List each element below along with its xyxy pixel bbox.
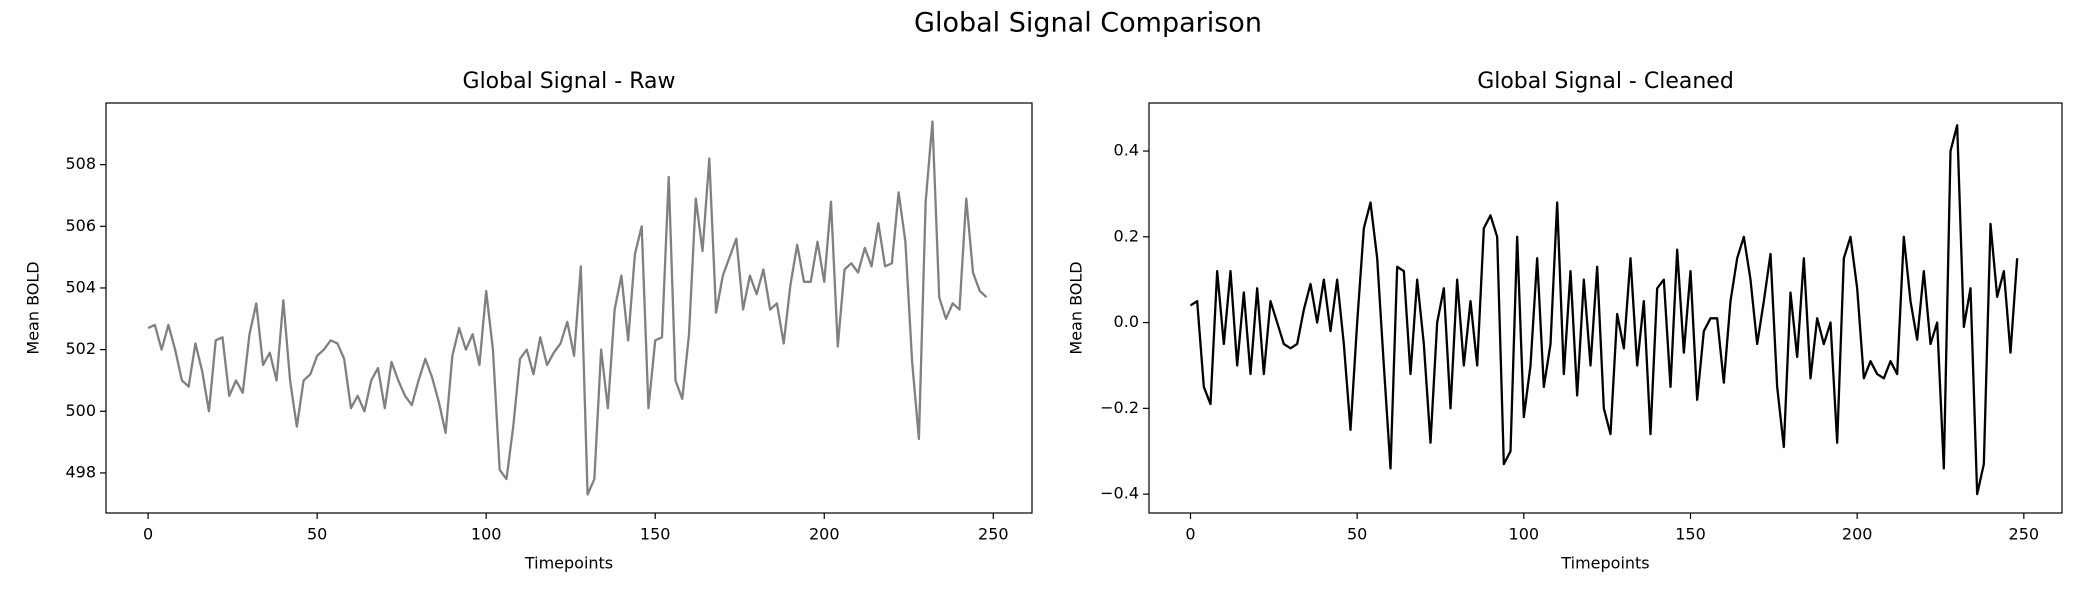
x-tick-label: 250 (2009, 525, 2040, 544)
subplot-title: Global Signal - Raw (463, 69, 676, 94)
signal-line (1189, 124, 2019, 496)
signal-line (147, 120, 988, 496)
y-tick-label: 508 (65, 154, 96, 173)
y-axis-label: Mean BOLD (24, 261, 43, 354)
axes-frame (105, 102, 1033, 514)
x-tick-label: 200 (1842, 525, 1873, 544)
y-tick-label: 0.0 (1114, 312, 1139, 331)
axes-frame (1148, 102, 2063, 514)
y-tick-label: 506 (65, 216, 96, 235)
x-tick-label: 50 (307, 525, 327, 544)
y-tick-label: 0.4 (1114, 141, 1139, 160)
x-tick-label: 0 (1185, 525, 1195, 544)
subplot-title: Global Signal - Cleaned (1477, 69, 1734, 94)
x-axis-label: Timepoints (524, 554, 613, 573)
x-tick-label: 100 (471, 525, 502, 544)
x-tick-label: 200 (809, 525, 840, 544)
x-tick-label: 100 (1509, 525, 1540, 544)
x-tick-label: 50 (1347, 525, 1367, 544)
x-tick-label: 250 (978, 525, 1009, 544)
y-tick-label: 498 (65, 462, 96, 481)
x-axis-label: Timepoints (1560, 554, 1649, 573)
y-tick-label: −0.2 (1100, 398, 1139, 417)
y-tick-label: 500 (65, 401, 96, 420)
y-axis-label: Mean BOLD (1067, 261, 1086, 354)
y-tick-label: 504 (65, 277, 96, 296)
x-tick-label: 150 (1675, 525, 1706, 544)
y-tick-label: 0.2 (1114, 226, 1139, 245)
figure-title: Global Signal Comparison (914, 8, 1262, 39)
x-tick-label: 0 (143, 525, 153, 544)
x-tick-label: 150 (640, 525, 671, 544)
y-tick-label: 502 (65, 339, 96, 358)
y-tick-label: −0.4 (1100, 484, 1139, 503)
